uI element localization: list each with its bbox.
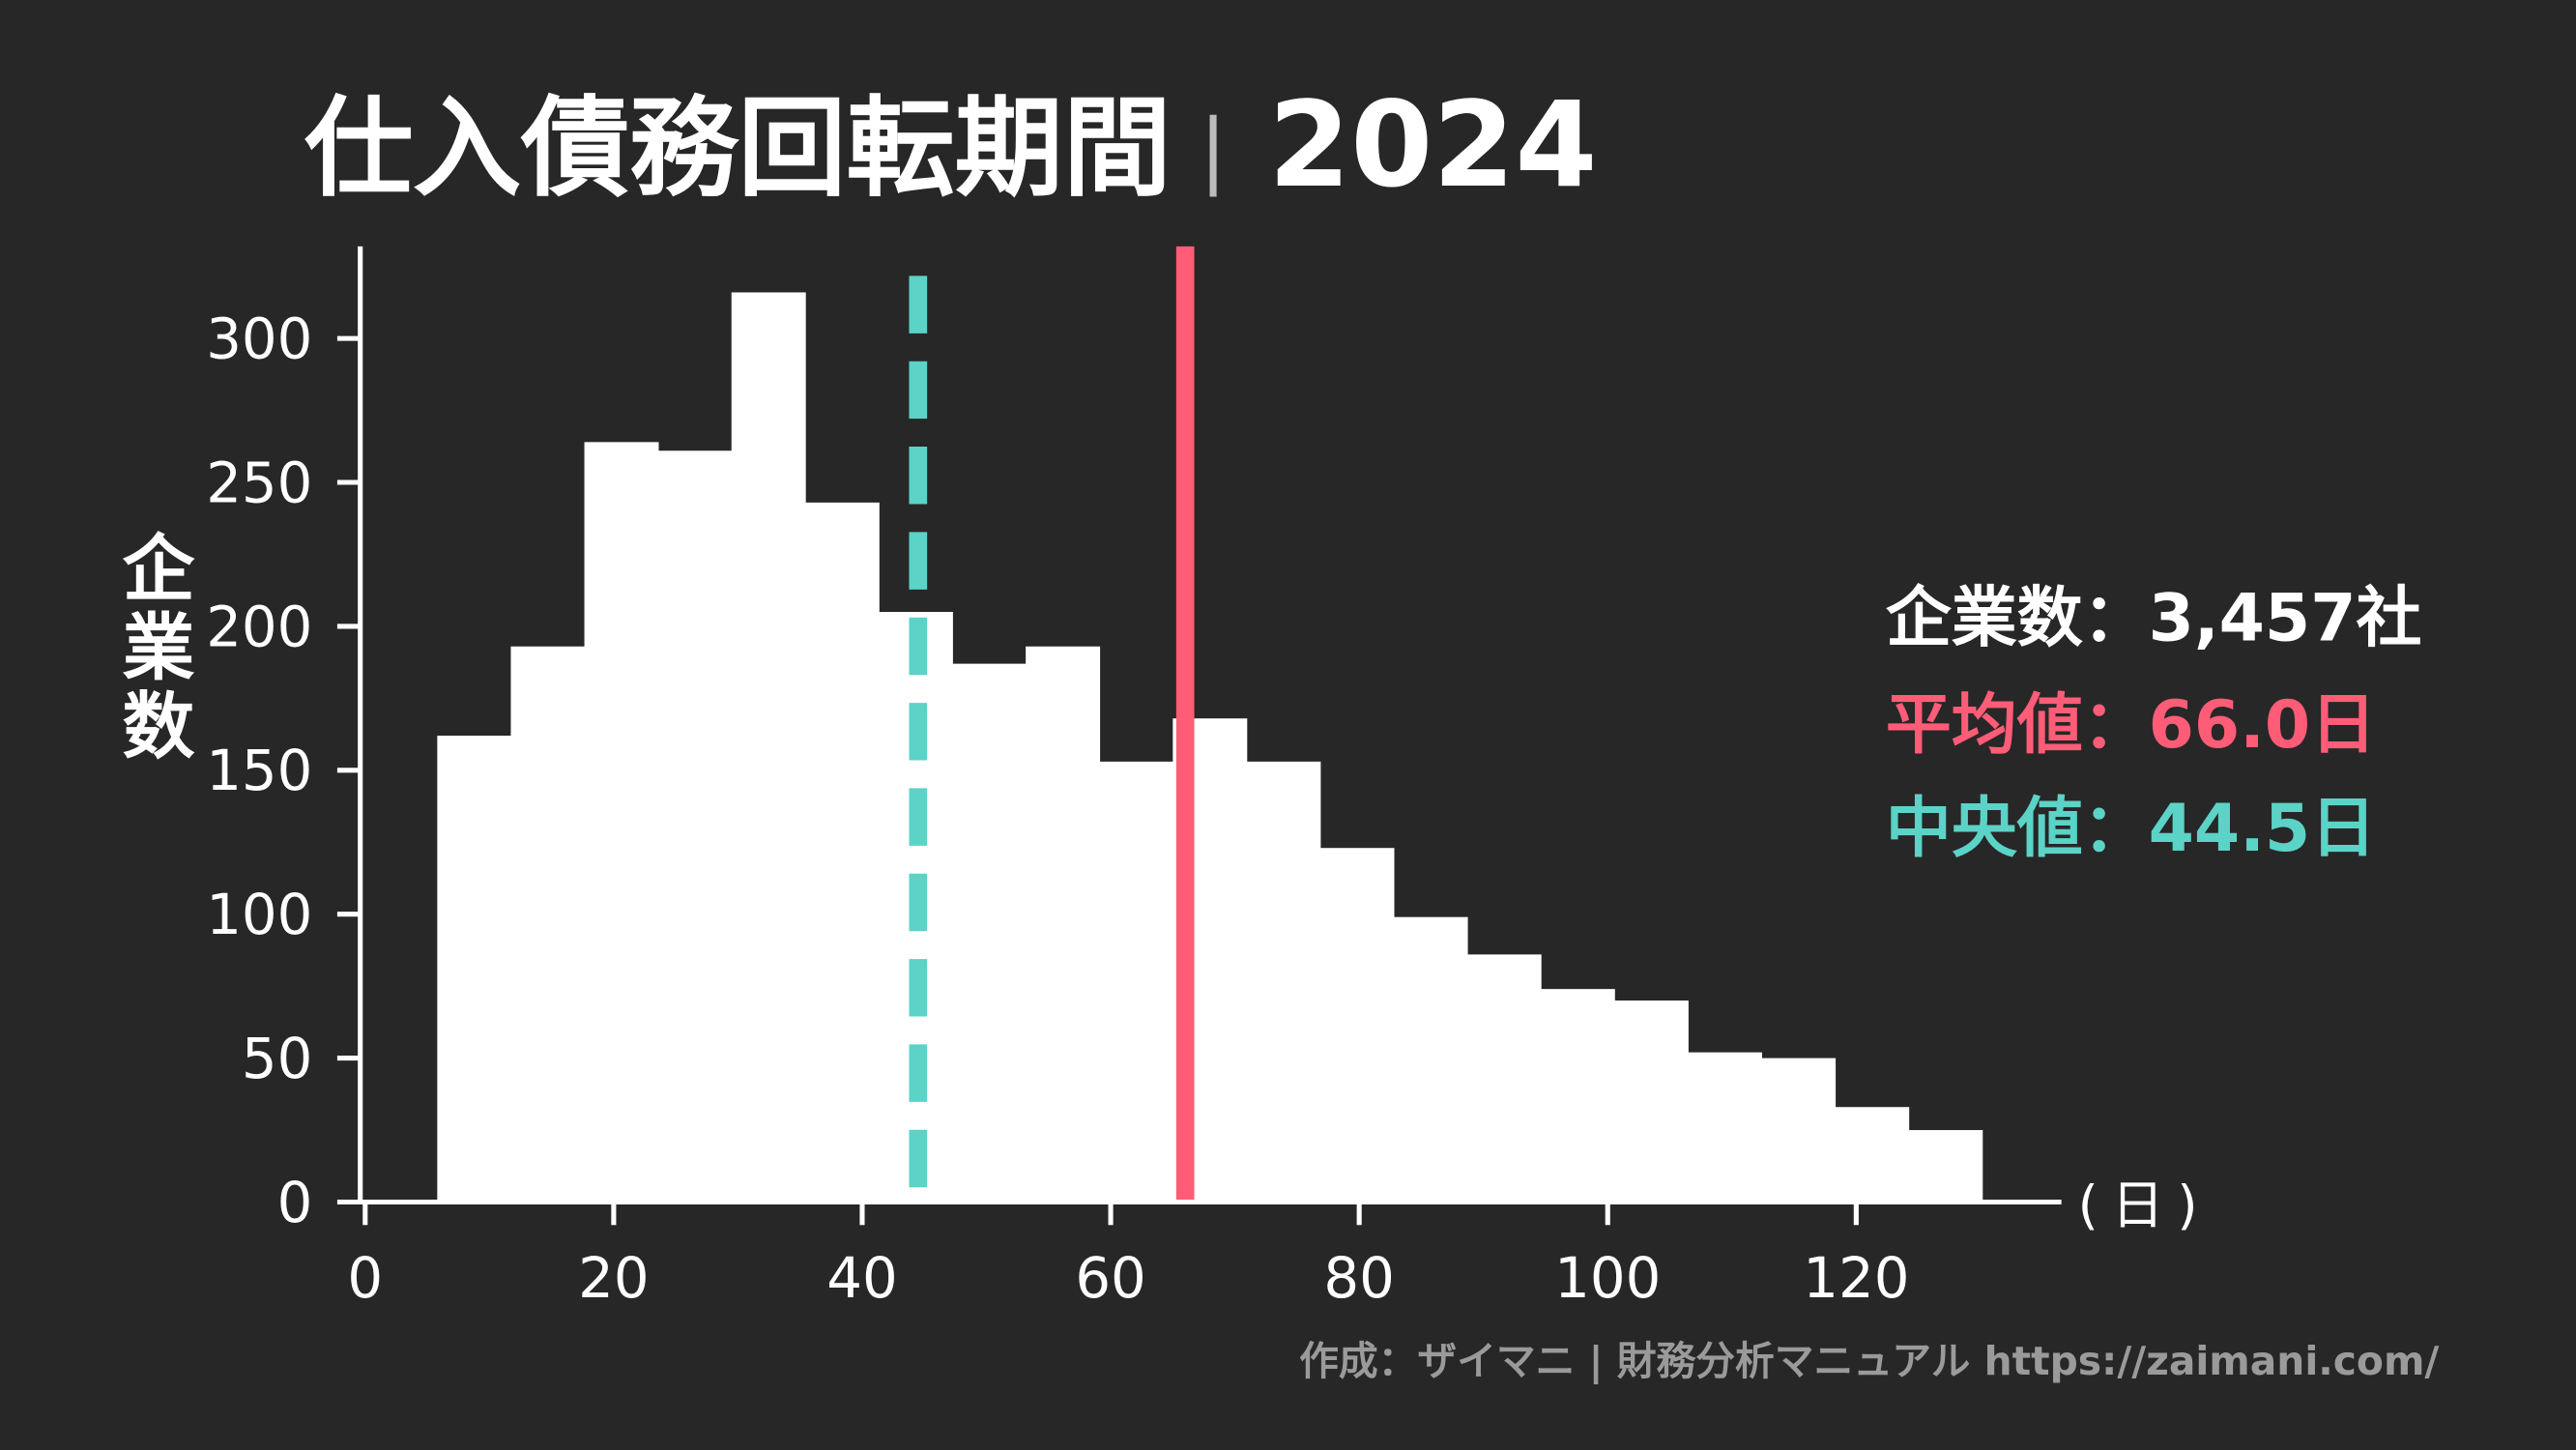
histogram-bar xyxy=(804,502,880,1203)
x-axis-label: (日) xyxy=(2078,1175,2212,1236)
y-tick-label: 200 xyxy=(206,594,312,659)
histogram-bar xyxy=(1761,1058,1837,1203)
x-tick-label: 20 xyxy=(578,1245,650,1311)
histogram-bar xyxy=(1540,989,1615,1203)
reference-lines xyxy=(909,246,1195,1203)
histogram-bar xyxy=(437,736,512,1203)
x-tick-label: 0 xyxy=(347,1245,383,1311)
annotation-median: 中央値：44.5日 xyxy=(1886,791,2376,867)
histogram-bar xyxy=(1835,1107,1910,1203)
x-tick-label: 120 xyxy=(1803,1245,1909,1311)
y-tick-label: 300 xyxy=(206,305,312,371)
annotation-mean: 平均値：66.0日 xyxy=(1886,687,2376,764)
histogram-bar xyxy=(731,292,806,1203)
y-axis-label: 企業数 xyxy=(109,530,193,767)
y-tick-label: 0 xyxy=(277,1170,313,1235)
x-tick-label: 60 xyxy=(1075,1245,1146,1311)
histogram-bar xyxy=(1246,761,1321,1203)
histogram-bar xyxy=(584,442,659,1203)
y-tick-label: 250 xyxy=(206,450,312,515)
x-tick-label: 40 xyxy=(826,1245,898,1311)
histogram-bar xyxy=(1026,646,1101,1203)
histogram-bar xyxy=(1319,848,1395,1203)
histogram-bar xyxy=(1099,761,1174,1203)
chart-title: 仕入債務回転期間 xyxy=(304,86,1172,212)
histogram-bar xyxy=(1393,916,1468,1203)
x-tick-label: 100 xyxy=(1554,1245,1661,1311)
y-tick-label: 150 xyxy=(206,738,312,803)
histogram-bar xyxy=(510,646,586,1203)
chart-title-year: 2024 xyxy=(1268,75,1597,214)
y-tick-label: 100 xyxy=(206,882,312,947)
histogram-bar xyxy=(1613,1000,1689,1203)
histogram-bar xyxy=(1908,1130,1983,1203)
bars-group xyxy=(437,292,1983,1203)
chart-title-separator: | xyxy=(1200,102,1228,197)
credit-text: 作成：ザイマニ | 財務分析マニュアル https://zaimani.com/ xyxy=(1299,1338,2439,1385)
x-tick-label: 80 xyxy=(1323,1245,1395,1311)
annotation-count: 企業数：3,457社 xyxy=(1886,581,2422,657)
axes: 0 50 100 150 200 250 300 0 20 40 60 80 100 120 xyxy=(206,246,2062,1311)
y-tick-label: 50 xyxy=(242,1026,312,1091)
histogram-bar xyxy=(1688,1052,1762,1203)
histogram-bar xyxy=(1466,954,1542,1203)
histogram-bar xyxy=(952,663,1027,1203)
histogram-bar xyxy=(657,450,733,1203)
